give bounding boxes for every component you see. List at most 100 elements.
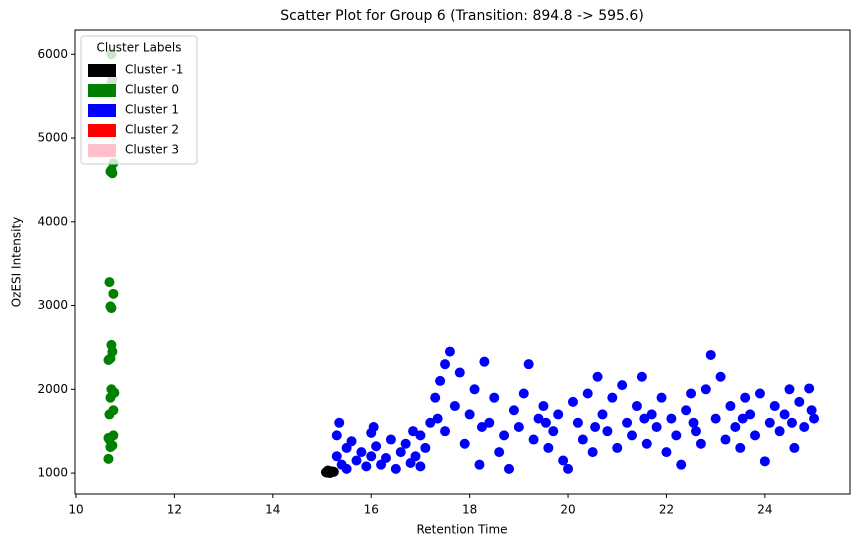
- point: [518, 388, 529, 399]
- point: [769, 401, 780, 412]
- point: [459, 438, 470, 449]
- point: [420, 442, 431, 453]
- chart-title: Scatter Plot for Group 6 (Transition: 89…: [280, 8, 644, 24]
- point: [671, 430, 682, 441]
- point: [108, 288, 119, 299]
- point: [779, 409, 790, 420]
- point: [410, 451, 421, 462]
- point: [395, 447, 406, 458]
- point: [474, 459, 485, 470]
- point: [700, 384, 711, 395]
- point: [533, 413, 544, 424]
- point: [745, 409, 756, 420]
- legend-swatch: [88, 64, 116, 77]
- point: [789, 442, 800, 453]
- legend-swatch: [88, 104, 116, 117]
- y-axis-label: OzESI Intensity: [10, 217, 24, 308]
- point: [597, 409, 608, 420]
- legend-label: Cluster 2: [125, 123, 179, 137]
- point: [430, 392, 441, 403]
- point: [103, 453, 114, 464]
- point: [425, 417, 436, 428]
- point: [686, 388, 697, 399]
- point: [740, 392, 751, 403]
- point: [639, 413, 650, 424]
- point: [105, 301, 116, 312]
- point: [627, 430, 638, 441]
- point: [720, 434, 731, 445]
- point: [690, 426, 701, 437]
- point: [612, 442, 623, 453]
- point: [444, 346, 455, 357]
- point: [688, 417, 699, 428]
- legend-swatch: [88, 144, 116, 157]
- point: [464, 409, 475, 420]
- point: [440, 426, 451, 437]
- point: [400, 438, 411, 449]
- point: [523, 359, 534, 370]
- point: [754, 388, 765, 399]
- point: [725, 401, 736, 412]
- x-tick-label: 10: [68, 503, 83, 517]
- point: [602, 426, 613, 437]
- point: [563, 463, 574, 474]
- point: [479, 356, 490, 367]
- point: [454, 367, 465, 378]
- legend-swatch: [88, 124, 116, 137]
- point: [334, 417, 345, 428]
- point: [607, 392, 618, 403]
- point: [366, 451, 377, 462]
- point: [104, 277, 115, 288]
- point: [361, 461, 372, 472]
- point: [469, 384, 480, 395]
- point: [651, 421, 662, 432]
- point: [371, 441, 382, 452]
- point: [759, 456, 770, 467]
- x-tick-label: 14: [265, 503, 280, 517]
- point: [108, 405, 119, 416]
- point: [513, 421, 524, 432]
- point: [351, 455, 362, 466]
- point: [587, 447, 598, 458]
- point: [735, 442, 746, 453]
- point: [592, 371, 603, 382]
- point: [341, 463, 352, 474]
- x-tick-label: 24: [757, 503, 772, 517]
- point: [750, 430, 761, 441]
- legend-title: Cluster Labels: [96, 41, 181, 55]
- point: [590, 421, 601, 432]
- point: [508, 405, 519, 416]
- legend-label: Cluster 3: [125, 143, 179, 157]
- point: [572, 417, 583, 428]
- point: [106, 384, 117, 395]
- y-tick-label: 4000: [37, 214, 68, 228]
- point: [774, 426, 785, 437]
- y-tick-label: 1000: [37, 466, 68, 480]
- point: [108, 430, 119, 441]
- point: [582, 388, 593, 399]
- point: [809, 413, 820, 424]
- point: [631, 401, 642, 412]
- point: [617, 380, 628, 391]
- point: [504, 463, 514, 474]
- point: [636, 371, 647, 382]
- point: [449, 401, 460, 412]
- x-tick-label: 16: [364, 503, 379, 517]
- point: [715, 371, 726, 382]
- point: [106, 339, 117, 350]
- point: [710, 413, 721, 424]
- y-tick-label: 3000: [37, 298, 68, 312]
- point: [356, 447, 367, 458]
- point: [666, 413, 677, 424]
- x-axis-label: Retention Time: [416, 523, 507, 537]
- x-tick-label: 18: [462, 503, 477, 517]
- point: [681, 405, 692, 416]
- point: [799, 421, 810, 432]
- point: [646, 409, 657, 420]
- legend-label: Cluster -1: [125, 63, 183, 77]
- point: [804, 383, 815, 394]
- point: [368, 421, 379, 432]
- point: [786, 417, 797, 428]
- point: [764, 417, 775, 428]
